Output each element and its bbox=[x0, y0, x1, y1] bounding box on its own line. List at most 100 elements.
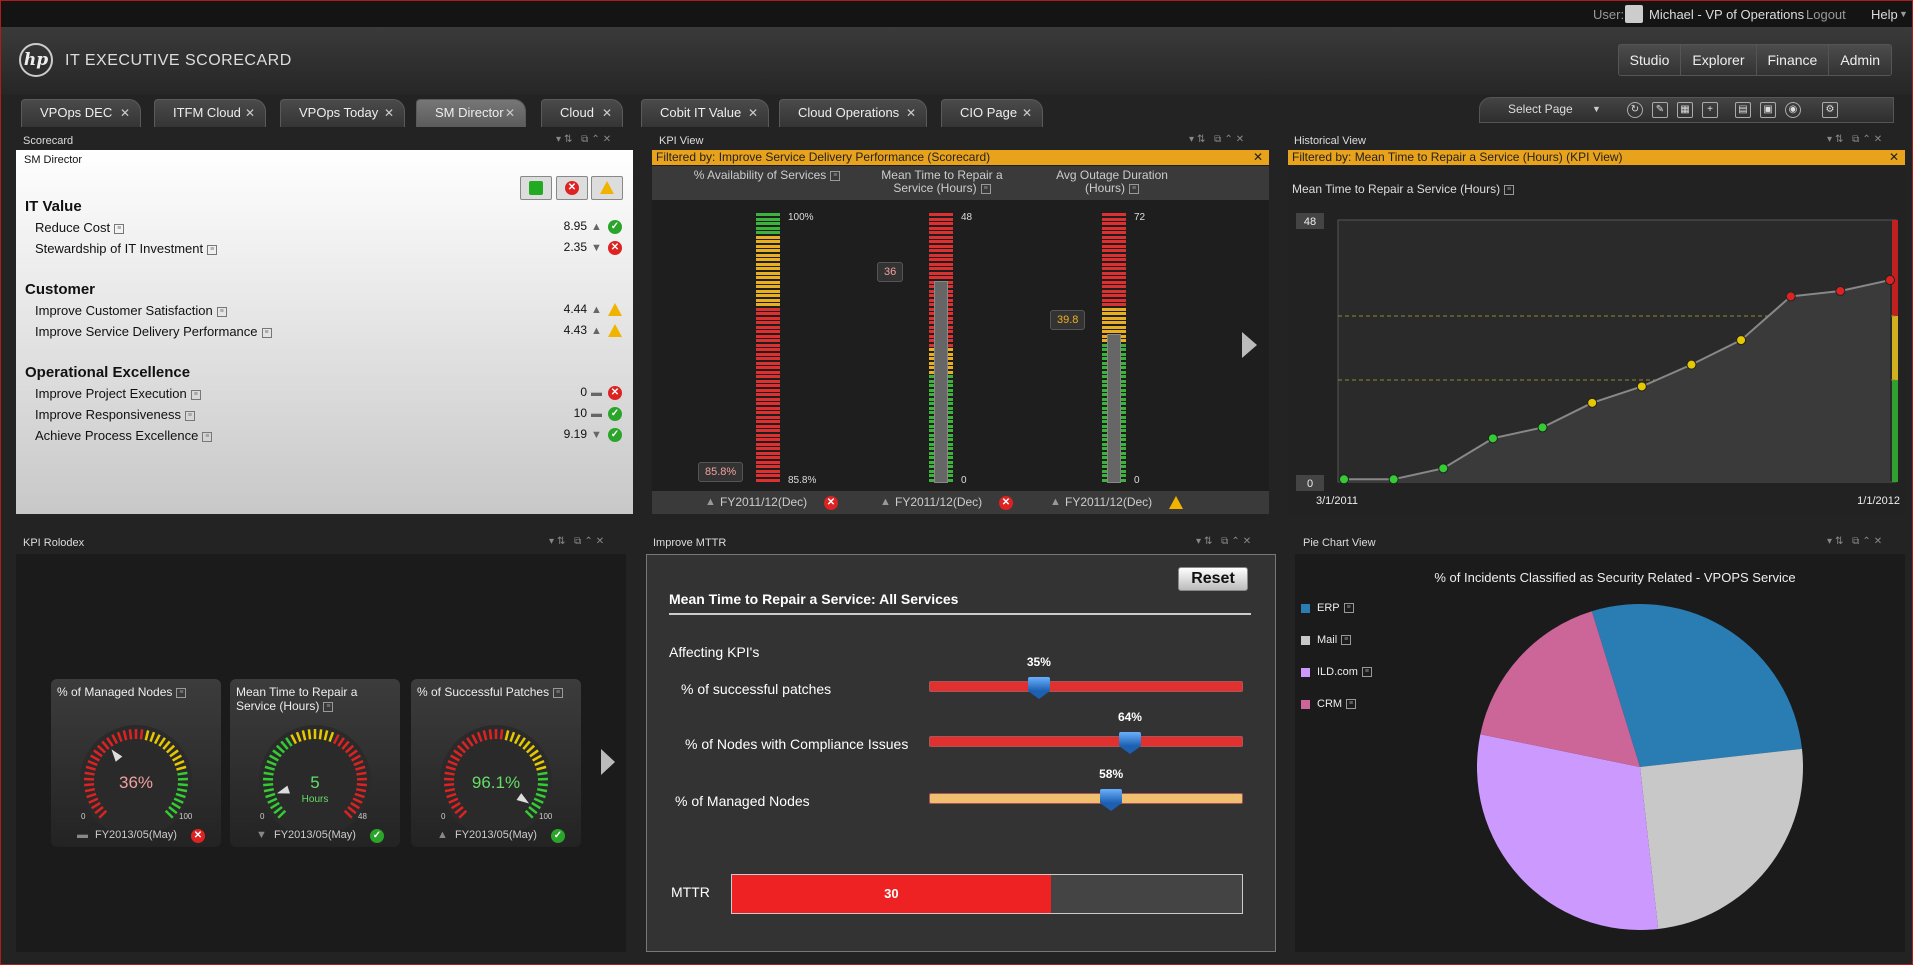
slider-track[interactable] bbox=[929, 736, 1243, 747]
close-icon[interactable]: ✕ bbox=[383, 106, 394, 120]
settings-icon[interactable]: ⚙ bbox=[1822, 102, 1838, 118]
details-icon[interactable]: ≡ bbox=[114, 223, 125, 234]
x-start-label: 3/1/2011 bbox=[1316, 495, 1358, 507]
close-icon[interactable]: ✕ bbox=[1252, 150, 1263, 164]
scorecard-item-label: Improve Service Delivery Performance bbox=[35, 324, 258, 339]
details-icon[interactable]: ≡ bbox=[1361, 667, 1372, 678]
tab-5[interactable]: Cobit IT Value ✕ bbox=[641, 99, 769, 127]
area-fill bbox=[1344, 280, 1890, 482]
details-icon[interactable]: ≡ bbox=[1346, 699, 1357, 710]
reset-button[interactable]: Reset bbox=[1178, 567, 1248, 591]
close-icon[interactable]: ✕ bbox=[747, 106, 758, 120]
scorecard-item[interactable]: Stewardship of IT Investment ≡ bbox=[35, 241, 218, 256]
details-icon[interactable]: ≡ bbox=[1341, 635, 1352, 646]
details-icon[interactable]: ≡ bbox=[1343, 603, 1354, 614]
nav-admin[interactable]: Admin bbox=[1840, 52, 1880, 68]
slider-track[interactable] bbox=[929, 793, 1243, 804]
legend-item[interactable]: Mail ≡ bbox=[1301, 634, 1352, 646]
select-page-dropdown[interactable]: Select Page bbox=[1508, 102, 1573, 116]
tab-7[interactable]: CIO Page ✕ bbox=[941, 99, 1043, 127]
slider-thumb-point[interactable] bbox=[1027, 691, 1050, 699]
slider-thumb[interactable] bbox=[1100, 789, 1123, 803]
scorecard-item[interactable]: Improve Project Execution ≡ bbox=[35, 386, 201, 401]
next-arrow-icon[interactable] bbox=[1242, 332, 1257, 358]
legend-item[interactable]: ERP ≡ bbox=[1301, 602, 1354, 614]
filter-bad-button[interactable]: ✕ bbox=[556, 176, 588, 200]
close-icon[interactable]: ✕ bbox=[119, 106, 130, 120]
edit-icon[interactable]: ✎ bbox=[1652, 102, 1668, 118]
scorecard-item[interactable]: Improve Responsiveness ≡ bbox=[35, 407, 195, 422]
rolodex-card[interactable]: Mean Time to Repair a Service (Hours) ≡ 5 H… bbox=[230, 679, 400, 847]
close-icon[interactable]: ✕ bbox=[1888, 150, 1899, 164]
dial-unit: Hours bbox=[301, 794, 329, 805]
close-icon[interactable]: ✕ bbox=[1021, 106, 1032, 120]
slider-track[interactable] bbox=[929, 681, 1243, 692]
tab-3[interactable]: SM Director ✕ bbox=[416, 99, 526, 127]
details-icon[interactable]: ≡ bbox=[184, 410, 195, 421]
new-page-icon[interactable]: + bbox=[1702, 102, 1718, 118]
grid-icon[interactable]: ▦ bbox=[1677, 102, 1693, 118]
legend-item[interactable]: ILD.com ≡ bbox=[1301, 666, 1372, 678]
gauge-segment bbox=[756, 312, 780, 315]
details-icon[interactable]: ≡ bbox=[830, 170, 841, 181]
details-icon[interactable]: ≡ bbox=[1129, 183, 1139, 194]
panel-controls[interactable]: ▾⇅ ⧉⌃✕ bbox=[549, 536, 608, 547]
image-icon[interactable]: ▣ bbox=[1760, 102, 1776, 118]
scorecard-item[interactable]: Improve Service Delivery Performance ≡ bbox=[35, 324, 272, 339]
details-icon[interactable]: ≡ bbox=[207, 244, 218, 255]
filter-warn-button[interactable] bbox=[591, 176, 623, 200]
tab-2[interactable]: VPOps Today ✕ bbox=[280, 99, 405, 127]
scorecard-item[interactable]: Improve Customer Satisfaction ≡ bbox=[35, 303, 227, 318]
dial-face bbox=[440, 725, 552, 829]
scorecard-item[interactable]: Achieve Process Excellence ≡ bbox=[35, 428, 213, 443]
details-icon[interactable]: ≡ bbox=[216, 306, 227, 317]
details-icon[interactable]: ≡ bbox=[261, 327, 272, 338]
rolodex-card[interactable]: % of Managed Nodes ≡ 36% 0 100 ▬ FY2013/05(May… bbox=[51, 679, 221, 847]
dial-tick bbox=[332, 734, 340, 745]
tab-1[interactable]: ITFM Cloud ✕ bbox=[154, 99, 266, 127]
legend-item[interactable]: CRM ≡ bbox=[1301, 698, 1357, 710]
tab-label: VPOps DEC bbox=[40, 105, 113, 120]
tab-6[interactable]: Cloud Operations ✕ bbox=[779, 99, 927, 127]
nav-explorer[interactable]: Explorer bbox=[1681, 45, 1757, 75]
slider-thumb[interactable] bbox=[1027, 677, 1050, 691]
details-icon[interactable]: ≡ bbox=[553, 687, 564, 698]
dial-tick bbox=[290, 734, 298, 745]
nav-studio[interactable]: Studio bbox=[1619, 45, 1682, 75]
slider-thumb-point[interactable] bbox=[1118, 746, 1141, 754]
close-icon[interactable]: ✕ bbox=[601, 106, 612, 120]
rolodex-card[interactable]: % of Successful Patches ≡ 96.1% 0 100 ▲ FY2013… bbox=[411, 679, 581, 847]
layout-icon[interactable]: ▤ bbox=[1735, 102, 1751, 118]
app-title: IT EXECUTIVE SCORECARD bbox=[65, 52, 292, 69]
chevron-down-icon[interactable]: ▼ bbox=[1899, 9, 1908, 19]
panel-controls[interactable]: ▾⇅ ⧉⌃✕ bbox=[556, 134, 615, 145]
view-icon[interactable]: ◉ bbox=[1785, 102, 1801, 118]
details-icon[interactable]: ≡ bbox=[190, 389, 201, 400]
nav-finance[interactable]: Finance bbox=[1757, 45, 1830, 75]
help-menu[interactable]: Help bbox=[1871, 7, 1898, 22]
panel-controls[interactable]: ▾⇅ ⧉⌃✕ bbox=[1189, 134, 1248, 145]
panel-controls[interactable]: ▾⇅ ⧉⌃✕ bbox=[1827, 536, 1886, 547]
refresh-icon[interactable]: ↻ bbox=[1627, 102, 1643, 118]
chevron-down-icon[interactable]: ▼ bbox=[1592, 104, 1601, 114]
list-view-button[interactable] bbox=[520, 176, 552, 200]
next-arrow-icon[interactable] bbox=[601, 749, 615, 775]
tab-4[interactable]: Cloud ✕ bbox=[541, 99, 623, 127]
details-icon[interactable]: ≡ bbox=[202, 431, 213, 442]
tab-label: Cobit IT Value bbox=[660, 105, 742, 120]
close-icon[interactable]: ✕ bbox=[244, 106, 255, 120]
close-icon[interactable]: ✕ bbox=[905, 106, 916, 120]
details-icon[interactable]: ≡ bbox=[323, 701, 334, 712]
panel-controls[interactable]: ▾⇅ ⧉⌃✕ bbox=[1196, 536, 1255, 547]
details-icon[interactable]: ≡ bbox=[980, 183, 991, 194]
logout-link[interactable]: Logout bbox=[1806, 7, 1846, 22]
dial-tick bbox=[275, 744, 286, 754]
gauge-segment bbox=[756, 222, 780, 225]
slider-thumb-point[interactable] bbox=[1100, 803, 1123, 811]
scorecard-item[interactable]: Reduce Cost ≡ bbox=[35, 220, 125, 235]
slider-thumb[interactable] bbox=[1118, 732, 1141, 746]
details-icon[interactable]: ≡ bbox=[176, 687, 187, 698]
tab-0[interactable]: VPOps DEC ✕ bbox=[21, 99, 141, 127]
panel-controls[interactable]: ▾⇅ ⧉⌃✕ bbox=[1827, 134, 1886, 145]
close-icon[interactable]: ✕ bbox=[504, 106, 515, 120]
